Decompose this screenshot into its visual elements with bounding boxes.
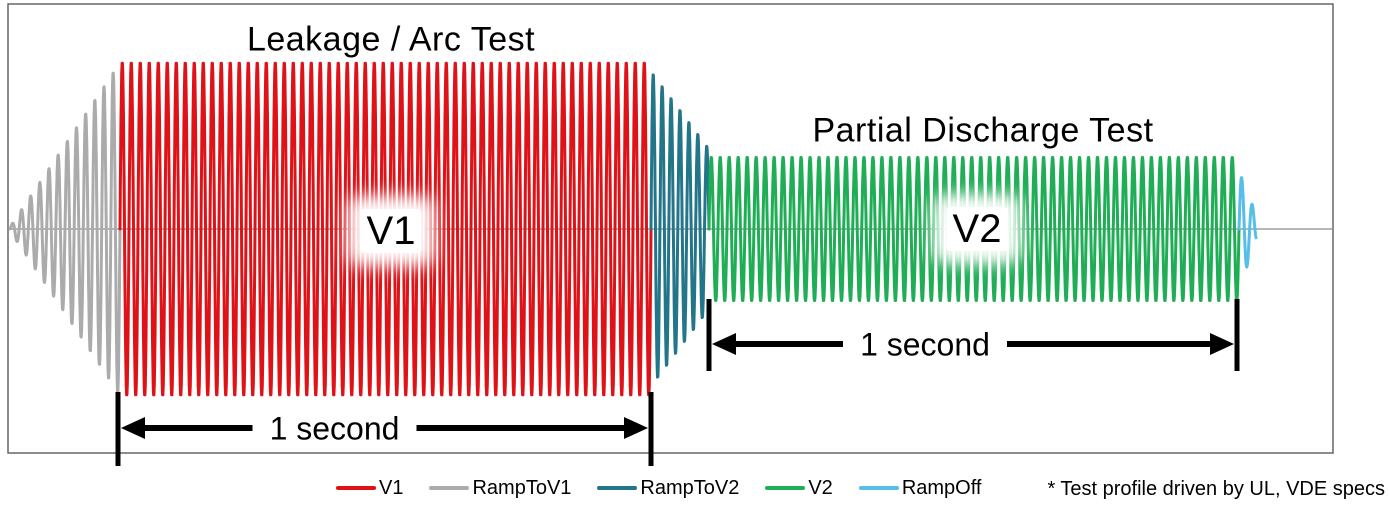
legend-line-v1 — [336, 485, 376, 491]
legend-line-rampoff — [858, 485, 899, 491]
legend-label: RampOff — [901, 476, 982, 499]
duration-label-v2: 1 second — [860, 326, 990, 363]
duration-arrow-1 — [115, 392, 654, 466]
legend-label: V2 — [808, 476, 833, 499]
v1-wave-label: V1 — [360, 209, 422, 253]
legend-line-ramptov1 — [429, 485, 470, 491]
wave-ramptov1 — [8, 71, 122, 394]
duration-label-v1: 1 second — [269, 410, 400, 447]
chart-title-leakage-arc-test: Leakage / Arc Test — [246, 20, 536, 59]
legend-label: V1 — [379, 476, 404, 499]
chart-title-partial-discharge-test: Partial Discharge Test — [812, 111, 1154, 150]
legend-line-v2 — [765, 485, 806, 491]
wave-rampoff — [1237, 176, 1258, 269]
legend-item-v2: V2 — [765, 476, 833, 500]
legend-item-ramptov2: RampToV2 — [597, 477, 739, 500]
legend: V1 RampToV1 RampToV2 V2 RampOff — [336, 475, 981, 501]
wave-ramptov2 — [649, 73, 711, 379]
legend-note: * Test profile driven by UL, VDE specs — [1047, 478, 1385, 500]
legend-line-ramptov2 — [597, 485, 638, 491]
legend-label: RampToV2 — [640, 476, 740, 499]
duration-arrow-2 — [706, 299, 1240, 371]
legend-item-v1: V1 — [336, 477, 403, 500]
legend-item-rampoff: RampOff — [858, 476, 982, 500]
legend-item-ramptov1: RampToV1 — [429, 477, 571, 500]
legend-label: RampToV1 — [472, 476, 572, 499]
v2-wave-label: V2 — [946, 207, 1008, 251]
